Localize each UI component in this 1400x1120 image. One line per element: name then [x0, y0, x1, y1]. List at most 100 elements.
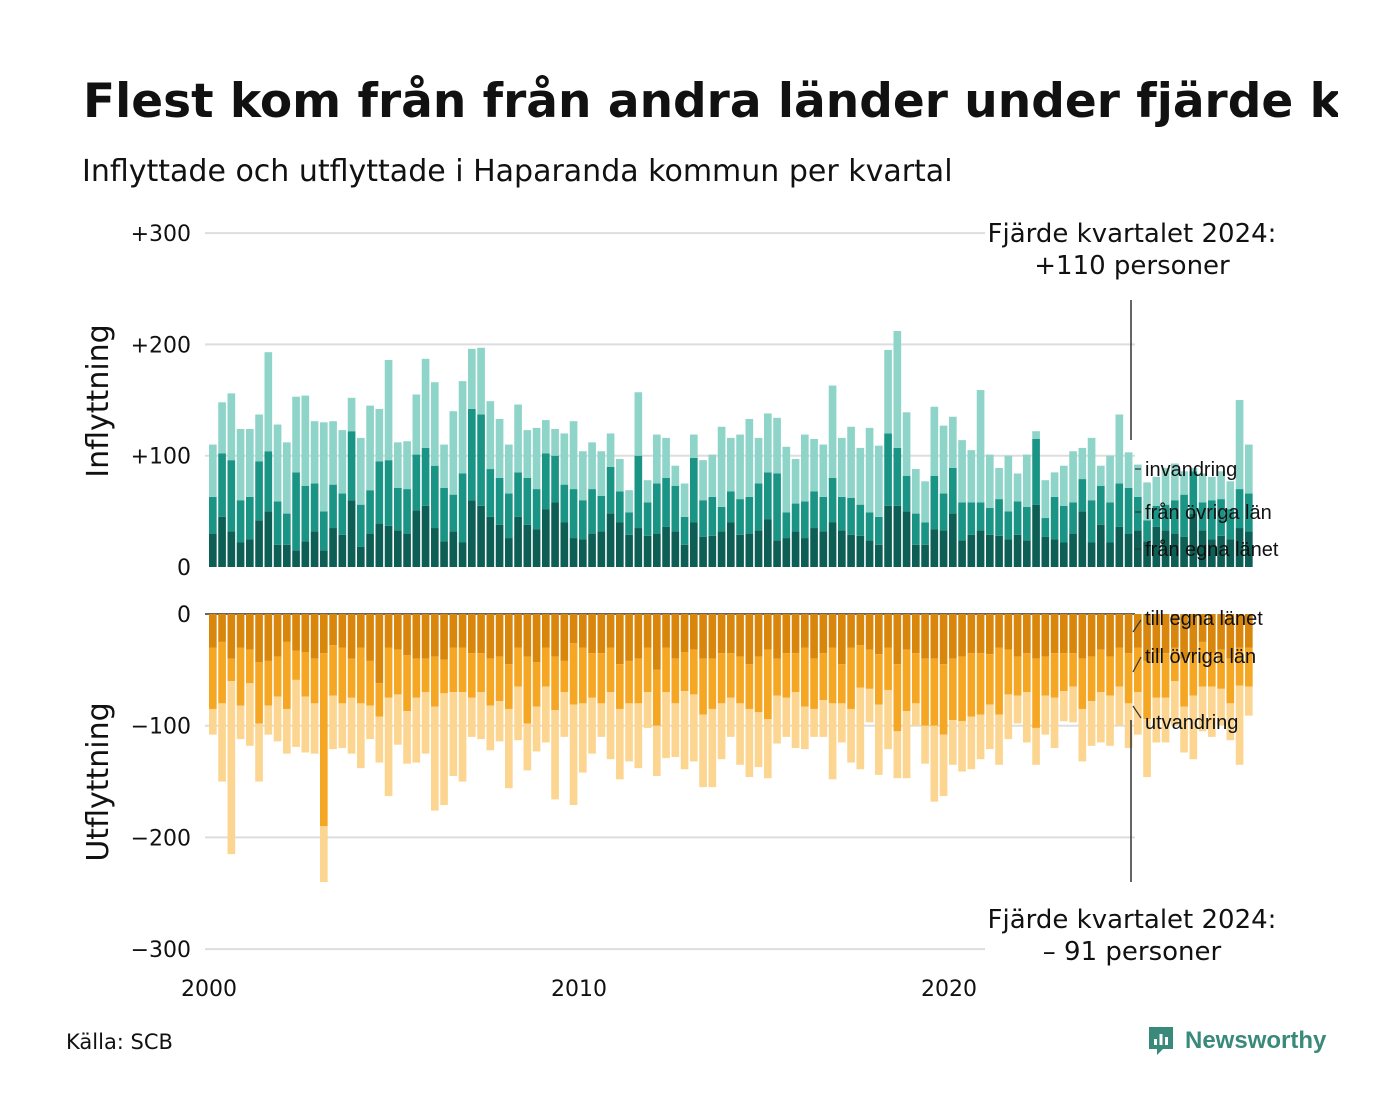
bar-out [1143, 718, 1151, 778]
bar-out [939, 614, 948, 665]
bar-in [458, 381, 467, 474]
bar-in [949, 416, 957, 468]
bar-out [958, 721, 966, 772]
bar-in [458, 542, 467, 567]
bar-out [986, 704, 994, 750]
bar-out [542, 686, 550, 743]
bar-in [264, 352, 273, 452]
bar-in [865, 512, 874, 541]
bar-in [930, 475, 939, 530]
bar-in [930, 406, 939, 476]
bar-in [1217, 535, 1225, 567]
bar-in [1004, 455, 1013, 512]
y-tick-label: −100 [131, 715, 191, 740]
bar-in [884, 433, 892, 506]
bar-in [838, 530, 846, 567]
bar-in [690, 522, 698, 567]
bar-in [773, 473, 781, 541]
bar-out [1161, 653, 1170, 698]
bar-in [690, 434, 698, 458]
bar-in [921, 544, 929, 567]
bar-out [662, 614, 670, 648]
bar-out [810, 614, 818, 659]
bar-out [264, 705, 273, 735]
bar-out [745, 708, 754, 778]
bar-out [912, 703, 920, 726]
bar-in [958, 540, 966, 567]
bar-out [1245, 647, 1253, 687]
bar-out [884, 689, 892, 750]
bar-out [865, 614, 874, 650]
bar-in [421, 447, 430, 506]
callout-top-line1: Fjärde kvartalet 2024: [988, 219, 1277, 249]
bar-in [875, 544, 883, 567]
bar-out [671, 658, 680, 704]
bar-in [939, 530, 948, 567]
bar-in [1189, 467, 1198, 472]
bar-in [764, 519, 772, 567]
bar-in [532, 427, 541, 490]
bar-in [579, 539, 587, 567]
bar-in [440, 444, 448, 488]
bar-out [967, 614, 976, 654]
bar-out [1041, 695, 1050, 735]
bar-in [1143, 541, 1151, 567]
bar-in [1013, 534, 1022, 567]
bar-in [801, 538, 809, 567]
bar-in [246, 496, 254, 540]
bar-in [209, 444, 217, 497]
bar-in [292, 472, 300, 551]
bar-out [588, 697, 596, 754]
newsworthy-logo: Newsworthy [1146, 1024, 1326, 1058]
bar-in [986, 454, 994, 509]
bar-out [699, 714, 707, 788]
bar-in [431, 465, 439, 529]
bar-out [329, 645, 337, 696]
bar-out [616, 664, 624, 709]
series-annotations: invandring från övriga län från egna länet… [1132, 459, 1279, 734]
bar-in [449, 531, 458, 567]
bar-out [819, 700, 828, 737]
bar-out [468, 614, 476, 654]
bar-in [745, 496, 754, 534]
bar-out [366, 660, 374, 706]
bar-in [967, 502, 976, 535]
bar-out [403, 614, 411, 656]
bar-out [921, 614, 929, 659]
bar-out [754, 614, 763, 657]
bar-in [1208, 539, 1216, 567]
bar-in [394, 442, 402, 488]
bar-out [782, 614, 791, 654]
bar-out [930, 725, 939, 802]
bar-in [310, 421, 319, 484]
bar-in [486, 469, 495, 517]
bar-in [394, 487, 402, 531]
y-tick-label: −300 [131, 938, 191, 963]
bar-out [569, 614, 578, 644]
bar-out [764, 718, 772, 779]
bar-in [1152, 505, 1161, 527]
bar-out [1161, 614, 1170, 654]
bar-out [606, 614, 615, 648]
bar-in [727, 491, 735, 523]
bar-out [440, 614, 448, 660]
bar-in [773, 417, 781, 474]
bar-out [468, 697, 476, 737]
bar-in [847, 497, 855, 535]
bar-out [754, 712, 763, 768]
bar-in [301, 485, 310, 542]
bar-out [819, 614, 828, 654]
bar-in [579, 500, 587, 540]
bar-in [912, 513, 920, 545]
bar-in [1171, 463, 1179, 501]
bar-out [1004, 694, 1013, 740]
bar-in [1226, 539, 1235, 567]
bar-in [606, 466, 615, 514]
bar-in [1198, 502, 1207, 531]
bar-out [1198, 614, 1207, 642]
bar-in [1152, 526, 1161, 567]
bar-in [551, 502, 559, 567]
bar-in [1013, 501, 1022, 535]
bar-in [902, 412, 911, 476]
bar-in [431, 382, 439, 466]
